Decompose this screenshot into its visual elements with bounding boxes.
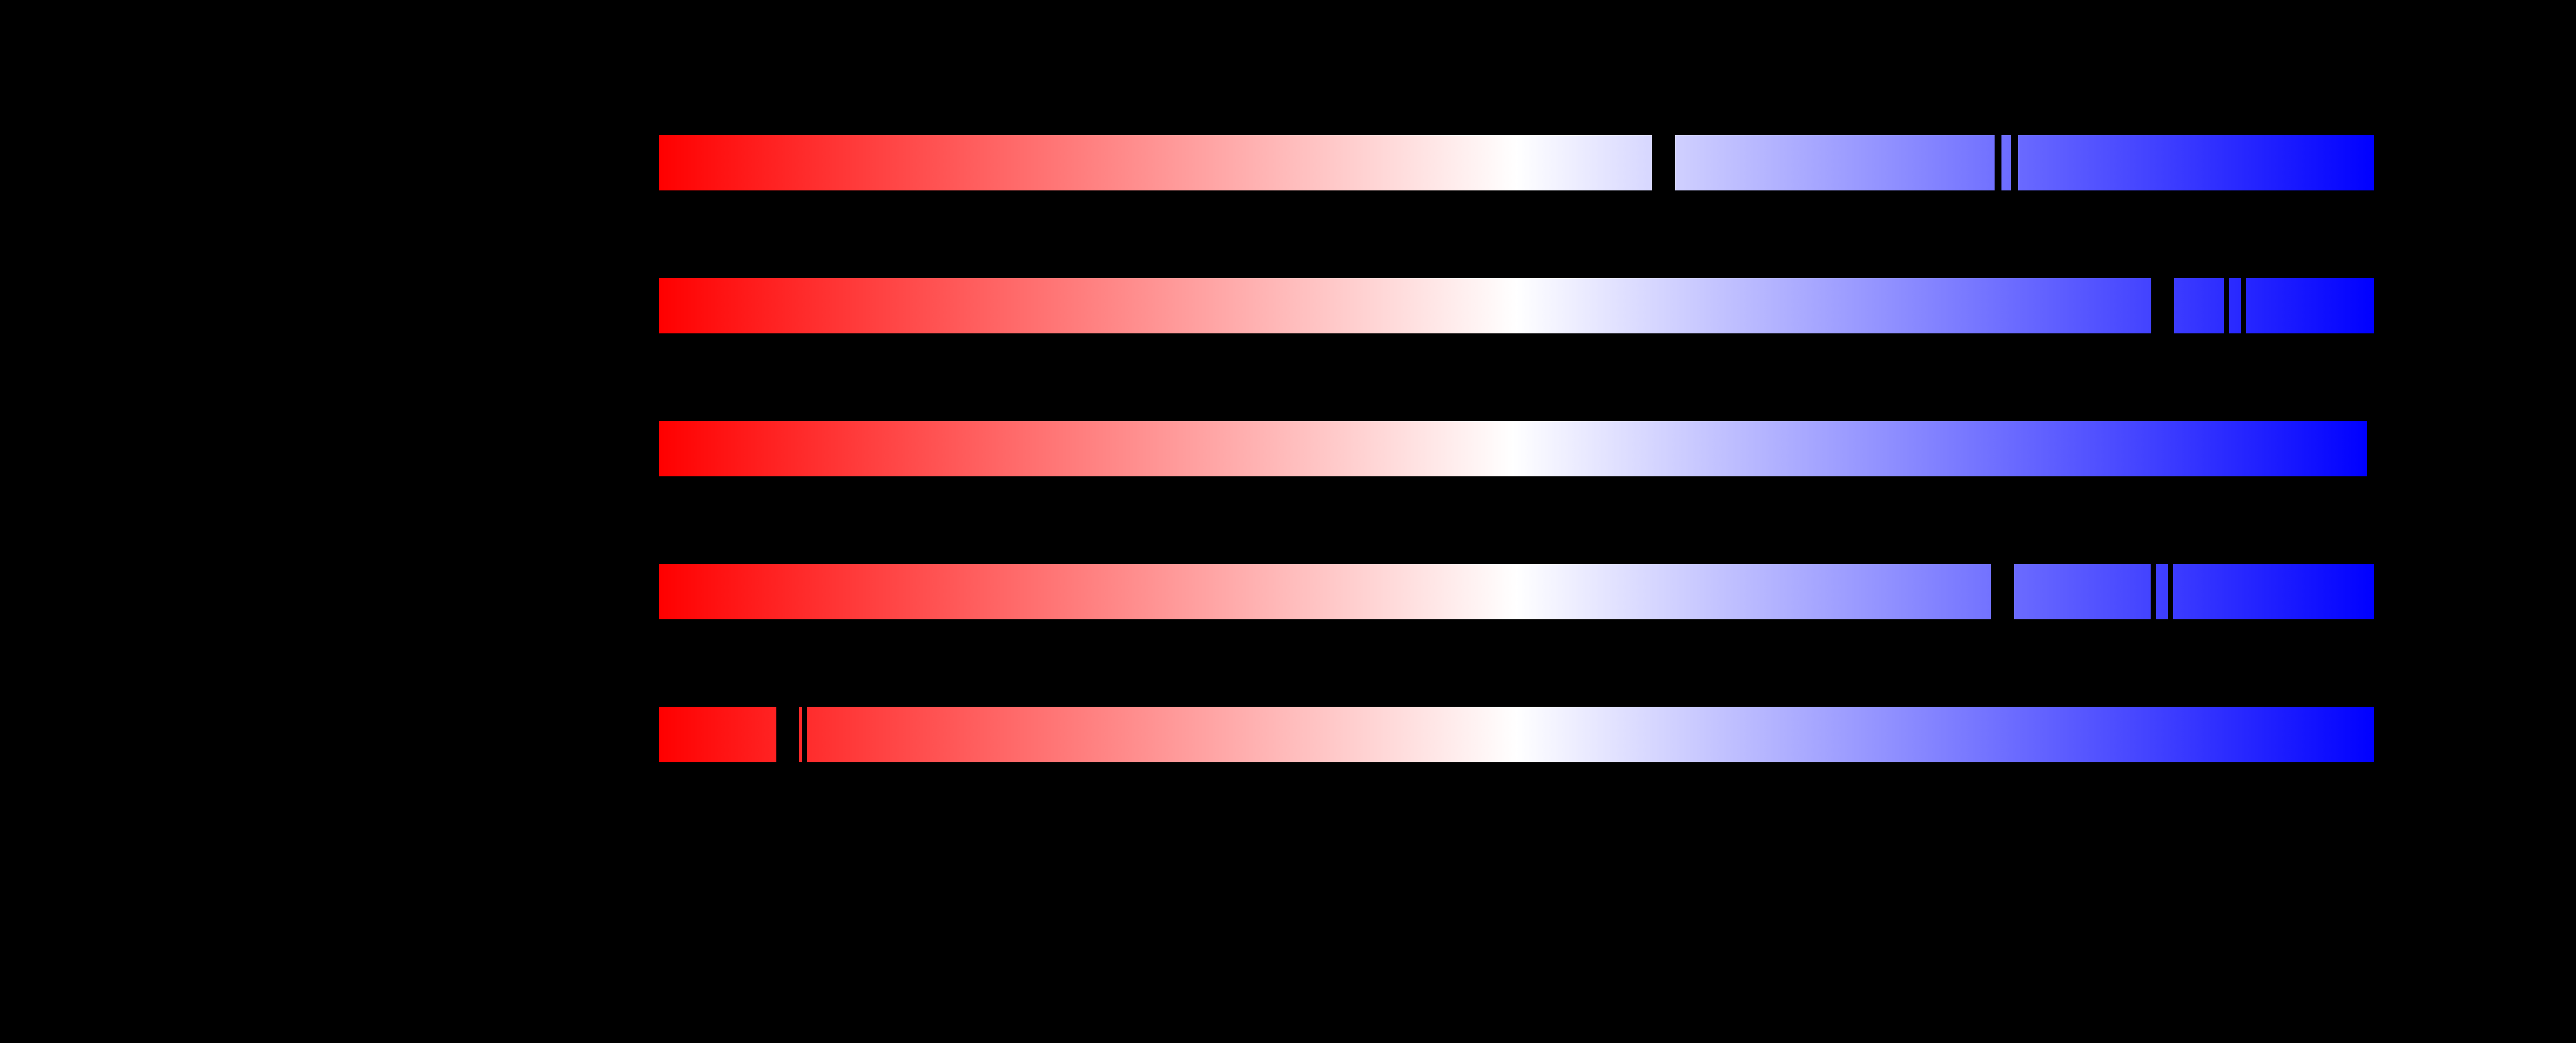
tick-marker	[1652, 135, 1675, 190]
gradient-bar-5	[659, 707, 2374, 762]
tick-marker	[2151, 278, 2174, 333]
tick-marker	[2151, 564, 2156, 619]
tick-marker	[776, 707, 799, 762]
tick-marker	[2168, 564, 2173, 619]
tick-marker	[1991, 564, 2014, 619]
gradient-bar-3	[659, 421, 2367, 476]
tick-marker	[802, 707, 807, 762]
gradient-bar-1	[659, 135, 2374, 190]
tick-marker	[2224, 278, 2229, 333]
tick-marker	[2011, 135, 2018, 190]
tick-marker	[2241, 278, 2246, 333]
gradient-bar-4	[659, 564, 2374, 619]
gradient-bar-2	[659, 278, 2374, 333]
tick-marker	[1995, 135, 2001, 190]
